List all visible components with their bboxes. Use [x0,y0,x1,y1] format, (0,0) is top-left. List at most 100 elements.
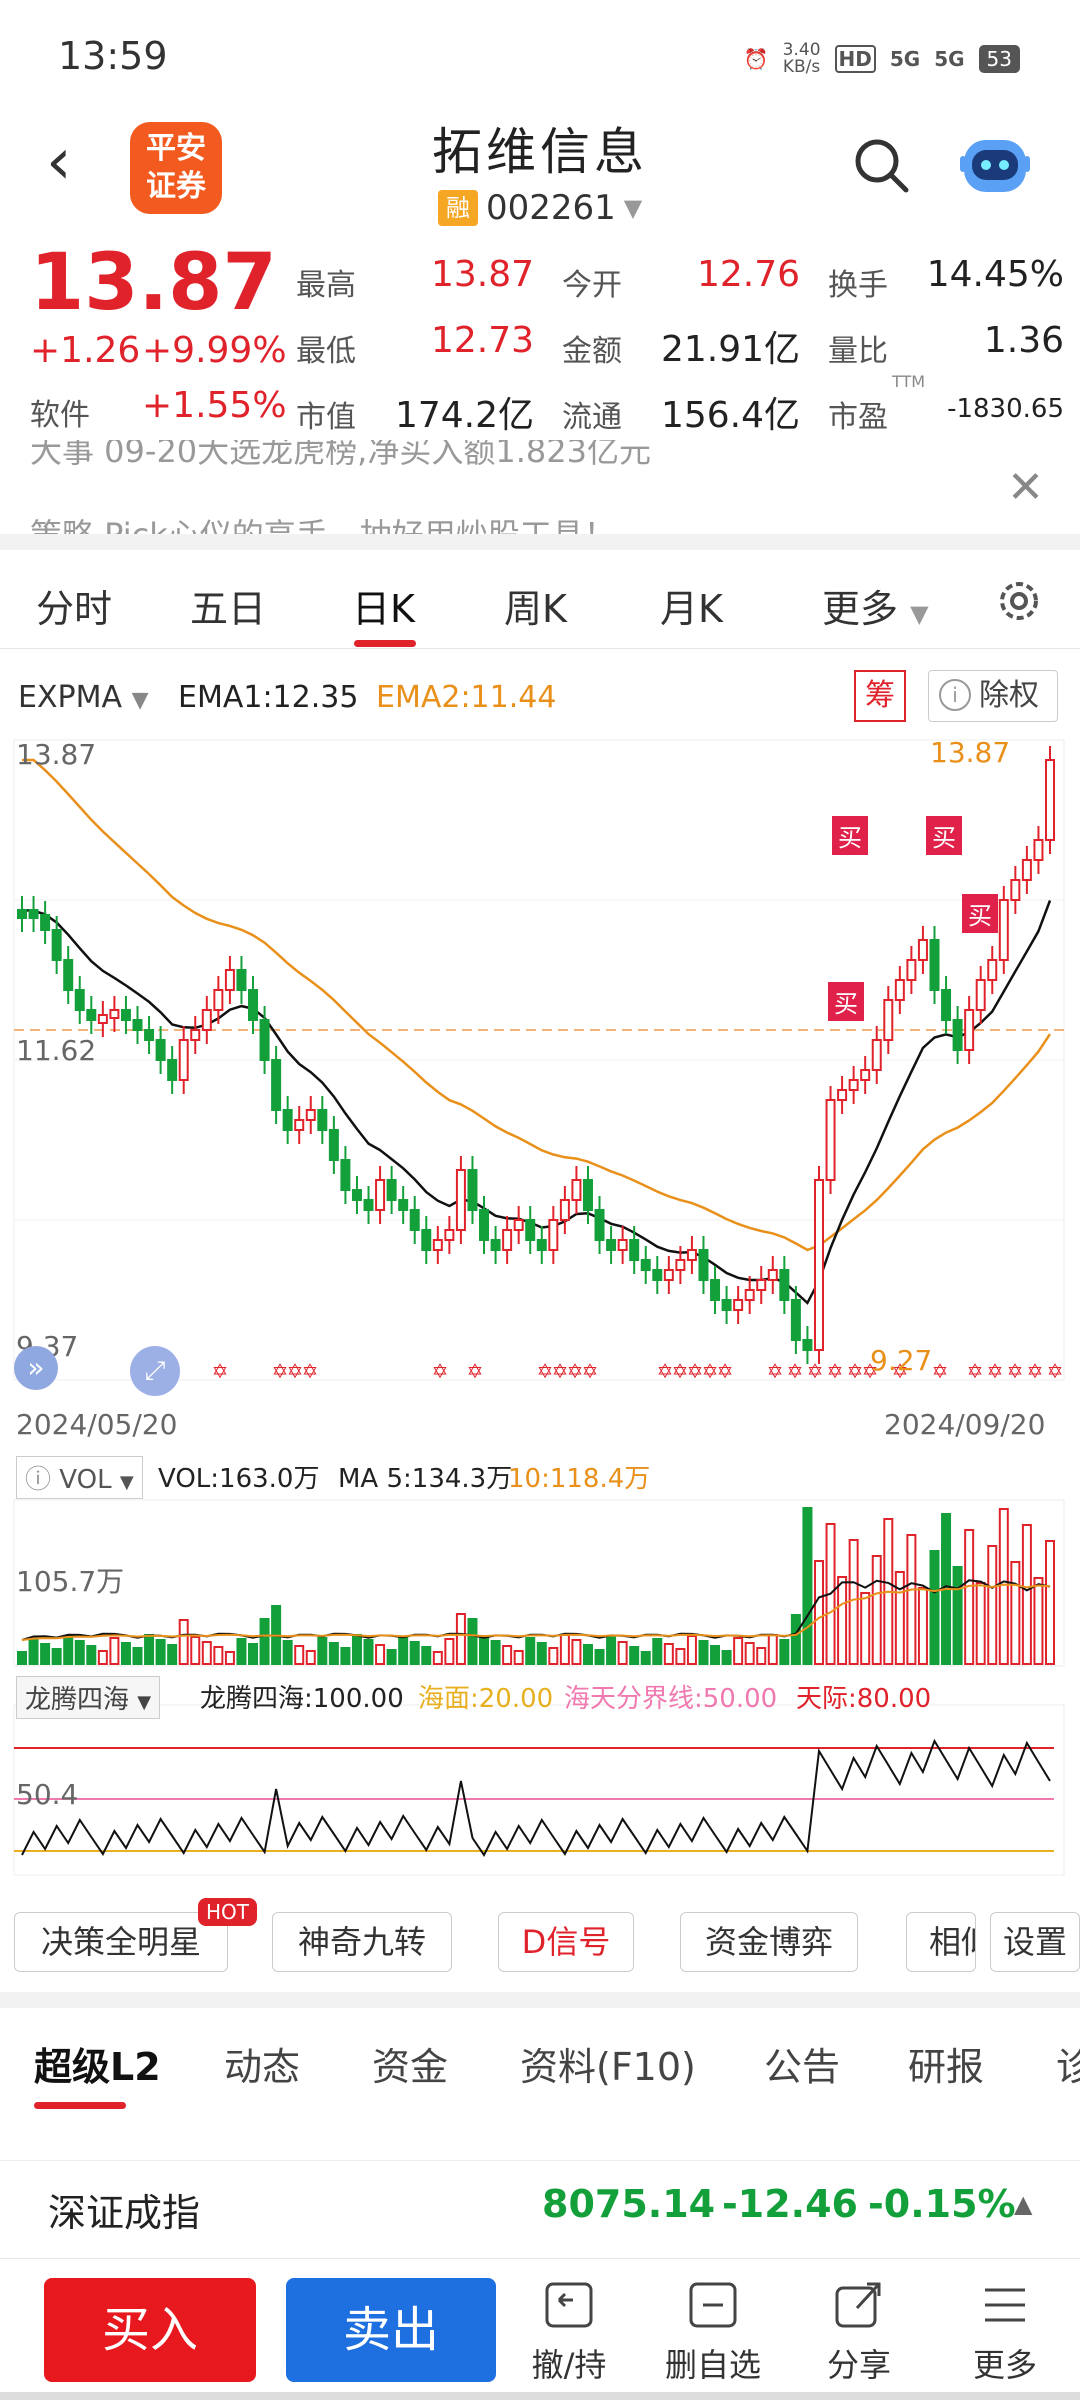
candle [502,1229,513,1251]
volume-bar [178,1619,189,1665]
back-button[interactable]: ‹ [46,125,72,199]
volume-bar [1045,1540,1055,1665]
indicator-selector[interactable]: EXPMA ▼ [18,680,148,715]
volume-indicator-selector[interactable]: ⓘ VOL ▼ [16,1456,143,1499]
candle [40,914,51,931]
remove-watchlist-button[interactable]: 删自选 [658,2280,768,2386]
volume-bar [721,1650,732,1665]
volume-ma10-line [21,1583,1051,1641]
tab-f10[interactable]: 资料(F10) [520,2045,696,2089]
magic-nine-button[interactable]: 神奇九转 [272,1912,452,1972]
volume-bar [51,1648,62,1665]
signal-star: ✡ [862,1359,879,1383]
similar-button[interactable]: 相似 [906,1912,976,1972]
candle [767,1269,778,1281]
open-label: 今开 [562,268,622,303]
candle [617,1239,628,1251]
settings-button[interactable]: 设置 [990,1912,1080,1972]
candle [248,989,259,1021]
oscillator-selector[interactable]: 龙腾四海 ▼ [16,1676,161,1719]
tab-monthly-k[interactable]: 月K [660,587,723,631]
ex-rights-button[interactable]: i 除权 [928,670,1058,722]
candle [813,1179,824,1351]
candle [455,1169,466,1231]
pe-value: -1830.65 [947,394,1064,424]
volume-bar [548,1647,559,1665]
gear-icon[interactable] [994,576,1044,626]
volume-bar [698,1640,709,1665]
robot-assistant-icon[interactable] [958,130,1032,200]
share-button[interactable]: 分享 [804,2280,914,2386]
expand-left-icon[interactable]: » [14,1346,58,1390]
news-strip[interactable]: 大事 09-20大选龙虎榜,净买入额1.823亿元 策略 Pick心仪的高手，抽… [0,440,1080,536]
signal-2-icon: 5G [934,47,965,71]
volume-bar [536,1642,547,1665]
volume-ma5: MA 5:134.3万 [338,1464,513,1494]
more-button[interactable]: 更多 [950,2280,1060,2386]
stock-code-selector[interactable]: 融 002261 ▼ [438,188,642,228]
volume-bar [317,1637,328,1665]
broker-logo: 平安 证券 [130,122,222,214]
candle [340,1159,351,1191]
decision-star-button[interactable]: 决策全明星 [14,1912,228,1972]
candle [640,1259,651,1271]
volume-bar [1021,1524,1032,1665]
sell-button[interactable]: 卖出 [286,2278,496,2382]
volume-ma10: 10:118.4万 [508,1464,651,1494]
chevron-down-icon: ▼ [623,194,643,222]
candle [582,1179,593,1211]
volume-bar [987,1545,998,1665]
buy-button[interactable]: 买入 [44,2278,256,2382]
news-item-1[interactable]: 大事 09-20大选龙虎榜,净买入额1.823亿元 [30,440,651,470]
high-label: 最高 [296,268,356,303]
volume-bar [525,1637,536,1665]
oscillator-axis-label: 50.4 [16,1778,79,1811]
candle [686,1249,697,1261]
signal-star: ✡ [717,1359,734,1383]
tab-daily-k[interactable]: 日K [352,587,415,631]
tab-funds[interactable]: 资金 [372,2045,449,2089]
tab-super-l2[interactable]: 超级L2 [34,2045,161,2089]
kline-chart[interactable]: ✡ ✡✡✡ ✡ ✡ ✡✡✡✡ ✡✡✡✡✡ ✡ ✡ ✡ ✡ ✡✡ ✡ ✡ ✡ ✡ ✡ ✡ ✡ [0,0,1080,1900]
signal-star: ✡ [1007,1359,1024,1383]
ema2-label: EMA2:11.44 [376,680,557,715]
float-cap-label: 流通 [562,400,622,435]
volume-bar [744,1642,755,1665]
candle [675,1259,686,1271]
cancel-hold-button[interactable]: 撤/持 [514,2280,624,2386]
tab-announcements[interactable]: 公告 [764,2045,841,2089]
candle [201,1009,212,1031]
candle [629,1239,640,1261]
chevron-up-icon[interactable]: ▲ [1014,2190,1033,2218]
ema1-label: EMA1:12.35 [178,680,359,715]
candle [490,1239,501,1251]
tab-timeshare[interactable]: 分时 [36,587,113,631]
fund-game-button[interactable]: 资金博弈 [680,1912,858,1972]
candle [663,1269,674,1281]
tab-diagnosis[interactable]: 诊 [1056,2045,1080,2089]
index-ticker-bar[interactable] [0,2160,1080,2256]
volume-bar [236,1638,247,1665]
search-icon[interactable] [852,136,910,194]
tab-news[interactable]: 动态 [224,2045,301,2089]
tab-weekly-k[interactable]: 周K [504,587,567,631]
chip-distribution-button[interactable]: 筹 [854,670,906,722]
chevron-down-icon: ▼ [137,1692,152,1713]
tab-research[interactable]: 研报 [908,2045,985,2089]
oscillator-haimian: 海面:20.00 [418,1684,554,1714]
volume-bar [155,1639,166,1665]
tab-more[interactable]: 更多 ▼ [822,578,929,633]
more-label: 更多 [972,2346,1037,2384]
candle [144,1029,155,1041]
volume-bar [144,1634,155,1665]
volume-bar [686,1635,697,1665]
market-cap-value: 174.2亿 [394,395,534,436]
chevron-down-icon: ▼ [131,688,149,713]
tab-five-day[interactable]: 五日 [190,587,267,631]
d-signal-button[interactable]: D信号 [498,1912,634,1972]
pe-ttm-sup: TTM [892,372,926,391]
volume-bar [259,1618,270,1665]
fullscreen-icon[interactable]: ⤢ [130,1346,180,1396]
close-icon[interactable]: ✕ [1007,462,1044,513]
news-item-2[interactable]: 策略 Pick心仪的高手，抽好用炒股工具！ [30,516,616,536]
